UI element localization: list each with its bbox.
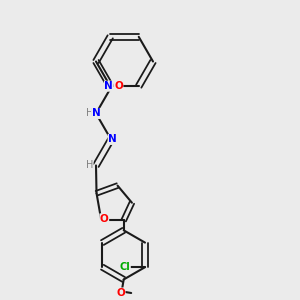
Text: O: O <box>100 214 109 224</box>
Text: N: N <box>104 81 113 91</box>
Text: O: O <box>116 288 125 298</box>
Text: N: N <box>108 134 117 144</box>
Text: O: O <box>114 81 123 91</box>
Text: H: H <box>86 109 93 118</box>
Text: N: N <box>92 109 100 118</box>
Text: Cl: Cl <box>119 262 130 272</box>
Text: H: H <box>86 160 93 170</box>
